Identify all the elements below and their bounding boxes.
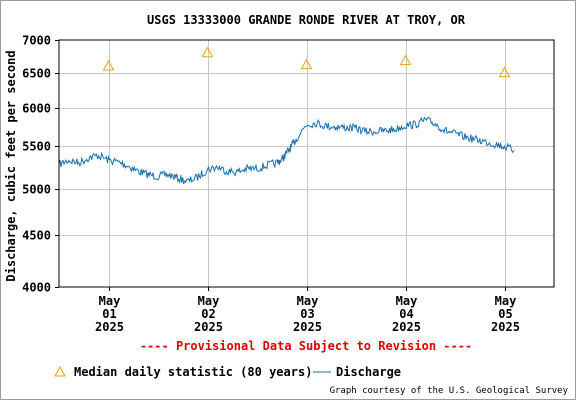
- x-tick-label: 01: [102, 307, 116, 321]
- y-axis-label: Discharge, cubic feet per second: [4, 50, 18, 281]
- legend-median-label: Median daily statistic (80 years): [74, 365, 312, 379]
- x-tick-label: 05: [498, 307, 512, 321]
- x-tick-label: May: [396, 294, 418, 308]
- provisional-note: ---- Provisional Data Subject to Revisio…: [140, 339, 472, 353]
- discharge-line: [58, 116, 515, 185]
- x-tick-label: May: [297, 294, 319, 308]
- x-tick-label: 2025: [392, 320, 421, 334]
- y-tick-label: 4000: [22, 281, 51, 295]
- y-tick-label: 4500: [22, 229, 51, 243]
- x-tick-label: 2025: [293, 320, 322, 334]
- x-tick-label: 2025: [194, 320, 223, 334]
- legend-triangle-icon: [54, 365, 66, 377]
- x-tick-label: 02: [201, 307, 215, 321]
- y-axis: 4000 4500 5000 5500 6000 6500 7000: [22, 34, 59, 295]
- median-point: [399, 54, 412, 66]
- x-tick-label: 03: [300, 307, 314, 321]
- y-tick-label: 5000: [22, 183, 51, 197]
- chart-title: USGS 13333000 GRANDE RONDE RIVER AT TROY…: [147, 13, 466, 27]
- x-tick-label: 04: [399, 307, 413, 321]
- x-tick-label: May: [99, 294, 121, 308]
- y-tick-label: 6000: [22, 102, 51, 116]
- x-tick-label: May: [495, 294, 517, 308]
- median-point: [498, 66, 511, 78]
- median-point: [201, 46, 214, 58]
- x-axis: May012025May022025May032025May042025May0…: [95, 287, 520, 334]
- discharge-series: [58, 116, 515, 185]
- x-tick-label: 2025: [491, 320, 520, 334]
- x-tick-label: May: [198, 294, 220, 308]
- median-markers: [102, 46, 511, 78]
- credit-text: Graph courtesy of the U.S. Geological Su…: [330, 386, 569, 396]
- y-tick-label: 6500: [22, 67, 51, 81]
- y-tick-label: 7000: [22, 34, 51, 48]
- plot-area: [58, 39, 555, 288]
- grid: [59, 40, 554, 287]
- x-tick-label: 2025: [95, 320, 124, 334]
- median-point: [102, 59, 115, 71]
- y-tick-label: 5500: [22, 140, 51, 154]
- legend-discharge-label: Discharge: [336, 365, 401, 379]
- legend: Median daily statistic (80 years) Discha…: [54, 365, 401, 379]
- median-point: [300, 58, 313, 70]
